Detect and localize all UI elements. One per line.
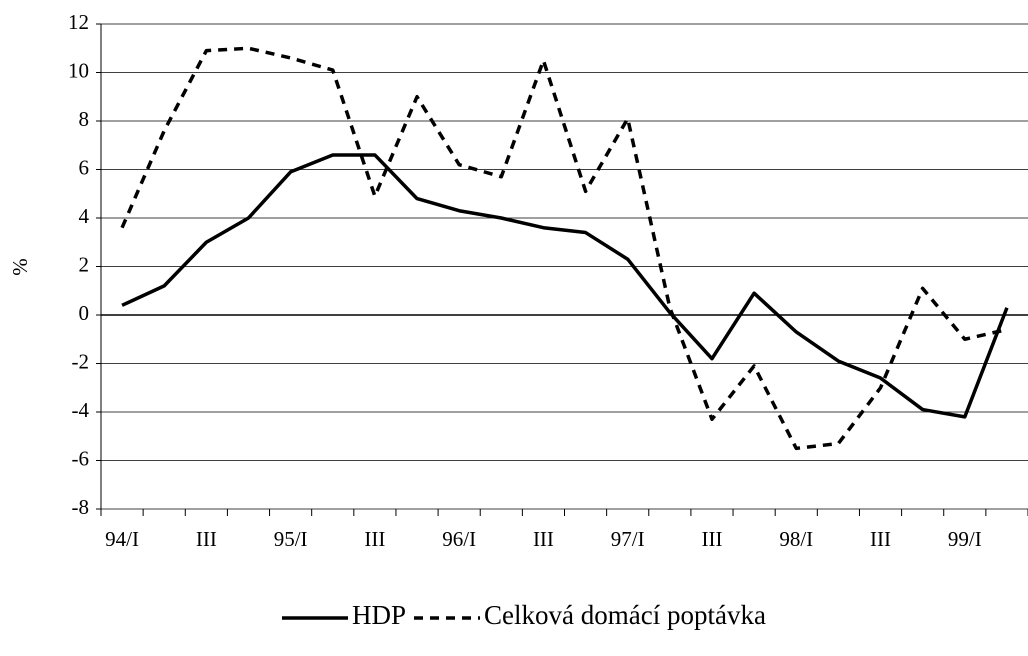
y-tick-label: -6: [72, 446, 90, 470]
y-tick-label: 0: [79, 301, 90, 325]
y-tick-label: 12: [68, 10, 89, 34]
x-tick-label: 94/I: [105, 527, 139, 551]
y-tick-label: 4: [79, 204, 90, 228]
y-tick-label: -2: [72, 349, 90, 373]
legend-label: HDP: [352, 600, 406, 630]
y-tick-label: 8: [79, 107, 90, 131]
x-tick-label: 99/I: [948, 527, 982, 551]
x-tick-label: III: [533, 527, 554, 551]
y-tick-label: -4: [72, 398, 90, 422]
y-axis-label: %: [8, 258, 32, 276]
x-tick-label: III: [701, 527, 722, 551]
x-tick-label: III: [364, 527, 385, 551]
x-tick-label: 97/I: [611, 527, 645, 551]
x-tick-label: 98/I: [779, 527, 813, 551]
x-tick-label: 95/I: [274, 527, 308, 551]
legend-label: Celková domácí poptávka: [484, 600, 766, 630]
line-series: [120, 46, 1008, 451]
y-tick-label: 10: [68, 58, 89, 82]
x-tick-label: III: [196, 527, 217, 551]
y-tick-label: 2: [79, 252, 90, 276]
y-tick-label: -8: [72, 495, 90, 519]
y-tick-label: 6: [79, 155, 90, 179]
x-tick-label: 96/I: [442, 527, 476, 551]
line-series: [121, 153, 1009, 419]
x-tick-label: III: [870, 527, 891, 551]
